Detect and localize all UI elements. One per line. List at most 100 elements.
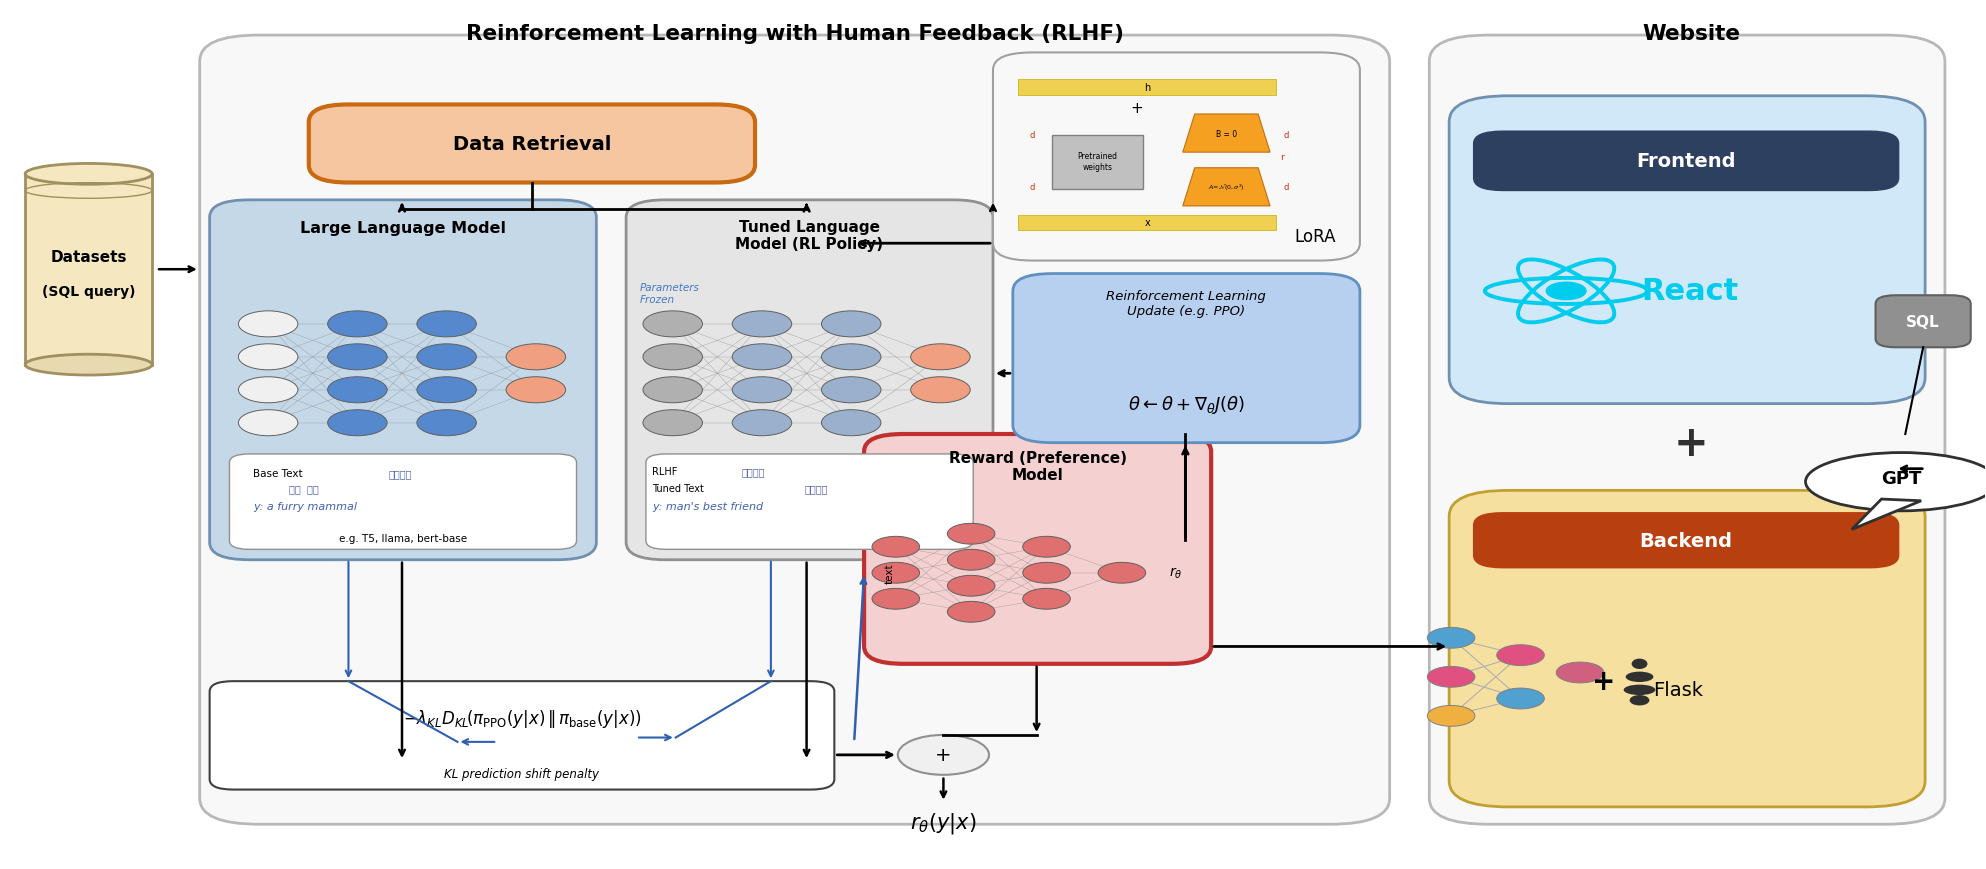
- Circle shape: [822, 377, 882, 403]
- FancyBboxPatch shape: [1013, 275, 1360, 443]
- Text: Reinforcement Learning
Update (e.g. PPO): Reinforcement Learning Update (e.g. PPO): [1106, 290, 1267, 318]
- Circle shape: [733, 311, 792, 337]
- Circle shape: [1428, 706, 1476, 726]
- Text: (SQL query): (SQL query): [42, 284, 135, 299]
- Text: LoRA: LoRA: [1295, 228, 1337, 246]
- Ellipse shape: [26, 355, 153, 375]
- Text: d: d: [1283, 183, 1289, 192]
- Text: Reinforcement Learning with Human Feedback (RLHF): Reinforcement Learning with Human Feedba…: [465, 24, 1124, 44]
- Text: ⓪⓪⓪⓪: ⓪⓪⓪⓪: [741, 467, 765, 477]
- Circle shape: [1023, 563, 1070, 583]
- Circle shape: [643, 344, 703, 370]
- Circle shape: [238, 410, 298, 436]
- Text: Large Language Model: Large Language Model: [300, 221, 506, 235]
- Circle shape: [1428, 667, 1476, 687]
- Text: Pretrained
weights: Pretrained weights: [1078, 152, 1118, 171]
- Circle shape: [238, 344, 298, 370]
- FancyBboxPatch shape: [1474, 131, 1899, 192]
- Text: React: React: [1642, 277, 1740, 306]
- FancyBboxPatch shape: [1474, 513, 1899, 569]
- Ellipse shape: [1625, 685, 1656, 695]
- Text: $\theta \leftarrow \theta + \nabla_\theta J(\theta)$: $\theta \leftarrow \theta + \nabla_\thet…: [1128, 393, 1245, 415]
- Circle shape: [417, 377, 477, 403]
- Text: Flask: Flask: [1654, 680, 1704, 700]
- Circle shape: [822, 311, 882, 337]
- Circle shape: [417, 410, 477, 436]
- Text: $-\lambda_{KL} D_{KL}\!\left(\pi_\mathrm{PPO}(y|x)\,\|\,\pi_\mathrm{base}(y|x)\r: $-\lambda_{KL} D_{KL}\!\left(\pi_\mathrm…: [403, 707, 641, 729]
- Circle shape: [898, 735, 989, 775]
- Text: B = 0: B = 0: [1215, 129, 1237, 138]
- Text: GPT: GPT: [1881, 469, 1922, 488]
- FancyBboxPatch shape: [201, 36, 1390, 825]
- Text: x: x: [1144, 218, 1150, 229]
- Circle shape: [506, 344, 566, 370]
- Circle shape: [733, 344, 792, 370]
- Circle shape: [947, 601, 995, 622]
- Text: d: d: [1029, 183, 1035, 192]
- FancyBboxPatch shape: [1450, 96, 1924, 404]
- FancyBboxPatch shape: [308, 105, 755, 183]
- Circle shape: [238, 377, 298, 403]
- Ellipse shape: [1805, 453, 1986, 511]
- Text: Data Retrieval: Data Retrieval: [453, 135, 612, 154]
- FancyBboxPatch shape: [1019, 80, 1277, 96]
- Text: ⓪⓪⓪⓪: ⓪⓪⓪⓪: [804, 483, 828, 494]
- Circle shape: [947, 575, 995, 596]
- Text: text: text: [886, 563, 896, 583]
- FancyBboxPatch shape: [864, 434, 1211, 664]
- Ellipse shape: [1627, 672, 1654, 682]
- Circle shape: [733, 410, 792, 436]
- FancyBboxPatch shape: [626, 201, 993, 561]
- Text: SQL: SQL: [1907, 315, 1940, 329]
- Text: Frontend: Frontend: [1636, 152, 1736, 171]
- FancyBboxPatch shape: [1430, 36, 1944, 825]
- FancyBboxPatch shape: [230, 454, 576, 550]
- Text: +: +: [1130, 101, 1144, 116]
- Circle shape: [643, 377, 703, 403]
- Polygon shape: [1851, 500, 1920, 530]
- Circle shape: [417, 344, 477, 370]
- Circle shape: [328, 377, 387, 403]
- Ellipse shape: [1632, 659, 1648, 669]
- Text: Parameters
Frozen: Parameters Frozen: [639, 283, 699, 304]
- Text: r: r: [1281, 153, 1283, 162]
- Circle shape: [872, 537, 920, 558]
- Circle shape: [872, 563, 920, 583]
- Circle shape: [328, 311, 387, 337]
- Text: +: +: [1593, 667, 1615, 695]
- Circle shape: [238, 311, 298, 337]
- Circle shape: [947, 550, 995, 570]
- Text: $r_\theta$: $r_\theta$: [1168, 566, 1182, 580]
- FancyBboxPatch shape: [1450, 491, 1924, 807]
- Circle shape: [643, 410, 703, 436]
- Circle shape: [947, 524, 995, 545]
- Circle shape: [1497, 645, 1545, 666]
- Circle shape: [1023, 588, 1070, 609]
- Text: e.g. T5, llama, bert-base: e.g. T5, llama, bert-base: [340, 534, 467, 543]
- Text: Backend: Backend: [1640, 531, 1732, 550]
- Text: Tuned Text: Tuned Text: [651, 483, 703, 494]
- FancyBboxPatch shape: [1053, 136, 1144, 189]
- Circle shape: [506, 377, 566, 403]
- Text: Datasets: Datasets: [50, 249, 127, 264]
- Text: Website: Website: [1642, 24, 1740, 44]
- Circle shape: [1557, 662, 1605, 683]
- Circle shape: [912, 377, 971, 403]
- FancyBboxPatch shape: [211, 681, 834, 790]
- Circle shape: [328, 410, 387, 436]
- FancyBboxPatch shape: [1875, 296, 1970, 348]
- Polygon shape: [1184, 115, 1271, 153]
- Text: ⓪⓪  ⓪⓪: ⓪⓪ ⓪⓪: [288, 484, 318, 494]
- Text: +: +: [935, 746, 951, 765]
- Circle shape: [733, 377, 792, 403]
- Text: Base Text: Base Text: [254, 468, 304, 479]
- FancyBboxPatch shape: [211, 201, 596, 561]
- Text: ⓪⓪⓪⓪: ⓪⓪⓪⓪: [387, 468, 411, 479]
- FancyBboxPatch shape: [1019, 216, 1277, 231]
- Text: Tuned Language
Model (RL Policy): Tuned Language Model (RL Policy): [735, 220, 884, 252]
- Circle shape: [1547, 283, 1587, 300]
- Text: d: d: [1029, 131, 1035, 140]
- Circle shape: [1023, 537, 1070, 558]
- Circle shape: [872, 588, 920, 609]
- Text: d: d: [1283, 131, 1289, 140]
